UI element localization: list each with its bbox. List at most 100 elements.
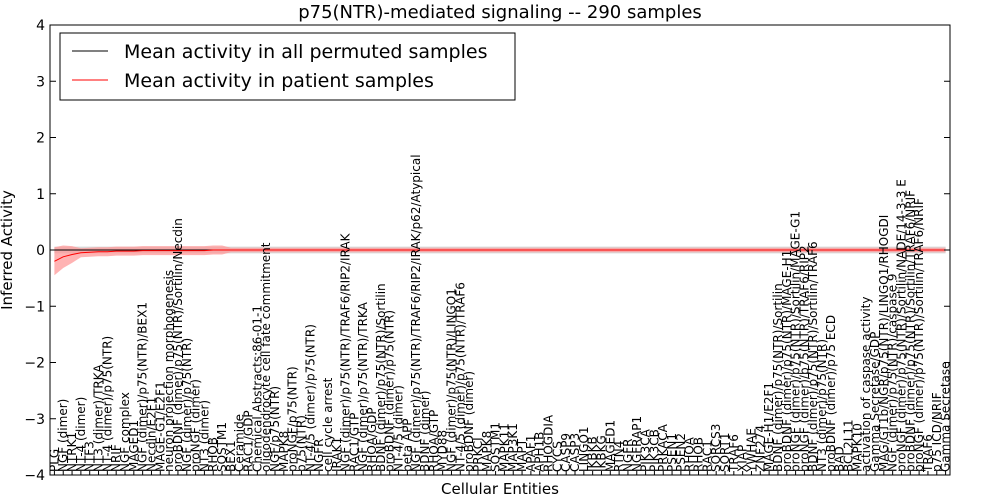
x-tick-label: NT-4/5 (dimer)/p75(NTR)/TRAF6 bbox=[453, 282, 467, 472]
x-tick-label: proNGF (dimer)/p75(NTR)/Sortilin/MAGE-G1 bbox=[789, 211, 803, 472]
x-tick-label: RHOB bbox=[206, 437, 220, 472]
x-tick-label: activation of caspase activity bbox=[859, 297, 873, 472]
x-tick-label: RHOA/GTP bbox=[427, 410, 441, 472]
patient-band bbox=[54, 245, 946, 276]
y-tick-label: −4 bbox=[24, 468, 45, 484]
x-tick-label: NGF (dimer) bbox=[56, 399, 70, 472]
y-axis-label: Inferred Activity bbox=[0, 190, 16, 310]
x-tick-label: BDNF (dimer)/p75(NTR)/Sortilin/TRAF6 bbox=[806, 241, 820, 472]
x-tick-label: proNGF (dimer) bbox=[189, 379, 203, 472]
x-tick-label: proNGF/p75(NTR) bbox=[286, 366, 300, 472]
x-tick-label: MAP3K1 bbox=[506, 423, 520, 472]
x-tick-label: NT-4 (dimer)/p75(NTR) bbox=[100, 336, 114, 472]
x-tick-label: XIAP bbox=[736, 445, 750, 472]
x-tick-label: beta APP bbox=[400, 418, 414, 472]
x-tick-label: Ceramide bbox=[233, 414, 247, 472]
x-tick-label: NGF complex bbox=[118, 392, 132, 472]
x-tick-label: proNGF (dimer)/p75(NTR)/Sortilin/NADE/14… bbox=[894, 179, 908, 472]
x-tick-label: BDNF (dimer)/p75(NTR)/Sortilin bbox=[374, 283, 388, 472]
x-tick-label: SORCS3 bbox=[709, 424, 723, 472]
x-tick-label: oligodendrocyte cell fate commitment bbox=[259, 242, 273, 472]
x-tick-label: NTF3 bbox=[83, 441, 97, 472]
x-tick-label: proBDNF (dimer)/p75(NTR)/Sortilin/Necdin bbox=[171, 218, 185, 472]
x-tick-label: RHOA/GDP bbox=[365, 407, 379, 472]
x-tick-label: MAPT bbox=[515, 438, 529, 472]
y-tick-label: 0 bbox=[36, 243, 45, 259]
x-tick-label: MAPK8 bbox=[277, 431, 291, 472]
x-tick-label: BDNF (dimer) bbox=[418, 391, 432, 473]
x-tick-label: proNGF (dimer)/p75(NTR)/TRAF6/RIP2 bbox=[797, 245, 811, 472]
x-tick-label: MAPK8 bbox=[480, 431, 494, 472]
x-tick-label: MAGE-G1/E2F1 bbox=[153, 381, 167, 472]
x-tick-label: YWHAE bbox=[744, 428, 758, 473]
patient-series-line bbox=[54, 249, 946, 262]
x-tick-label: MAPK11 bbox=[497, 423, 511, 472]
x-tick-label: NGF (dimer)/p75(NTR)/TRKA bbox=[356, 301, 370, 472]
x-tick-label: NGF (dimer)/p75(NTR)/TRAF6/RIP2/IRAK/p62… bbox=[409, 154, 423, 472]
x-tick-label: RTN4 bbox=[612, 441, 626, 472]
x-tick-label: CASP3 bbox=[568, 433, 582, 472]
x-tick-label: BAD bbox=[833, 446, 847, 472]
x-tick-label: TRAF6 bbox=[727, 434, 741, 473]
y-tick-label: −2 bbox=[24, 356, 45, 372]
x-tick-label: PRKCI bbox=[471, 437, 485, 472]
x-tick-label: NGFR bbox=[621, 438, 635, 472]
x-tick-label: p75(NTR) bbox=[294, 415, 308, 472]
x-tick-label: SQSTM1 bbox=[215, 422, 229, 472]
x-tick-label: proBDNF (dimer) bbox=[462, 371, 476, 472]
y-tick-label: 2 bbox=[36, 131, 45, 147]
legend-box bbox=[59, 32, 516, 101]
x-tick-label: LINGO1 bbox=[577, 426, 591, 472]
x-tick-label: PSEN2 bbox=[674, 433, 688, 472]
x-tick-label: MAGE-H1/E2F1 bbox=[762, 382, 776, 472]
x-tick-label: IRAK1 bbox=[330, 437, 344, 472]
x-tick-label: APH1B bbox=[533, 432, 547, 472]
y-tick-label: 1 bbox=[36, 187, 45, 203]
x-tick-label: cell cycle arrest bbox=[321, 377, 335, 472]
x-tick-label: Chemical Abstracts:86-01-1 bbox=[250, 305, 264, 472]
x-tick-label: NT3 (dimer)/p75(NTR) bbox=[815, 339, 829, 472]
x-tick-label: MAGED1 bbox=[127, 420, 141, 472]
x-tick-label: ZNF274 bbox=[753, 425, 767, 472]
legend-label-patient: Mean activity in patient samples bbox=[124, 70, 434, 92]
x-tick-label: RHOA bbox=[683, 436, 697, 472]
x-tick-label: NGF (dimer)/p75(NTR)/caspase 9 bbox=[886, 273, 900, 472]
x-tick-label: NTRK1 bbox=[65, 432, 79, 472]
x-tick-label: proBDNF (dimer)/p75(NTR)/MAGE-H1 bbox=[780, 250, 794, 472]
x-tick-label: proNGF (dimer)/p75(NTR)/Sortilin/TRAF6/N… bbox=[912, 198, 926, 472]
x-tick-label: NGF (dimer)/p75(NTR) bbox=[180, 338, 194, 472]
x-tick-label: NT3 (dimer)/TRKA bbox=[92, 364, 106, 472]
x-axis-label: Cellular Entities bbox=[441, 480, 559, 498]
x-tick-label: NT-4/5 (dimer) bbox=[392, 385, 406, 472]
y-tick-label: 3 bbox=[36, 74, 45, 90]
x-tick-label: NRIF bbox=[109, 444, 123, 472]
x-tick-label: PLG bbox=[47, 449, 61, 472]
x-tick-label: CASP9 bbox=[559, 433, 573, 472]
x-tick-label: BCL2L11 bbox=[842, 419, 856, 472]
x-tick-label: CYCS bbox=[550, 441, 564, 472]
x-tick-label: NGFRAP1 bbox=[630, 416, 644, 472]
x-tick-label: NGF/p75(NTR) bbox=[268, 386, 282, 472]
x-tick-label: Gamma Secretase/GDP bbox=[868, 332, 882, 472]
x-tick-label: SORT1 bbox=[718, 433, 732, 473]
x-tick-label: SQSTM1 bbox=[489, 422, 503, 472]
x-tick-label: PSEN1 bbox=[665, 433, 679, 472]
x-tick-label: IKBKB bbox=[586, 436, 600, 472]
x-tick-label: proBDNF (dimer)/p75(NTR)/Sortilin/TRAF6/… bbox=[903, 190, 917, 472]
x-tick-label: MYD88 bbox=[436, 430, 450, 472]
x-tick-label: NGF (dimer)/p75(NTR)/BEX1 bbox=[136, 302, 150, 472]
x-tick-label: NT-4 (dimer) bbox=[74, 397, 88, 472]
series-lines bbox=[54, 249, 946, 262]
x-tick-label: IKBKG bbox=[594, 435, 608, 472]
x-tick-label: MAPK10 bbox=[850, 423, 864, 472]
x-tick-label: proBDNF (dimer)/p75 ECD bbox=[824, 315, 838, 472]
x-tick-label: RHOGDIA bbox=[542, 414, 556, 472]
x-tick-label: RHOB bbox=[692, 437, 706, 472]
y-tick-label: 4 bbox=[36, 18, 45, 34]
x-tick-label: APAF1 bbox=[524, 435, 538, 472]
x-tick-label: RAC1 bbox=[700, 440, 714, 472]
x-tick-label: PIK3CB bbox=[647, 429, 661, 472]
x-tick-label: RAC1/GDP bbox=[242, 410, 256, 472]
x-tick-label: NT-4/5 (dimer)/p75(NTR) bbox=[303, 324, 317, 472]
